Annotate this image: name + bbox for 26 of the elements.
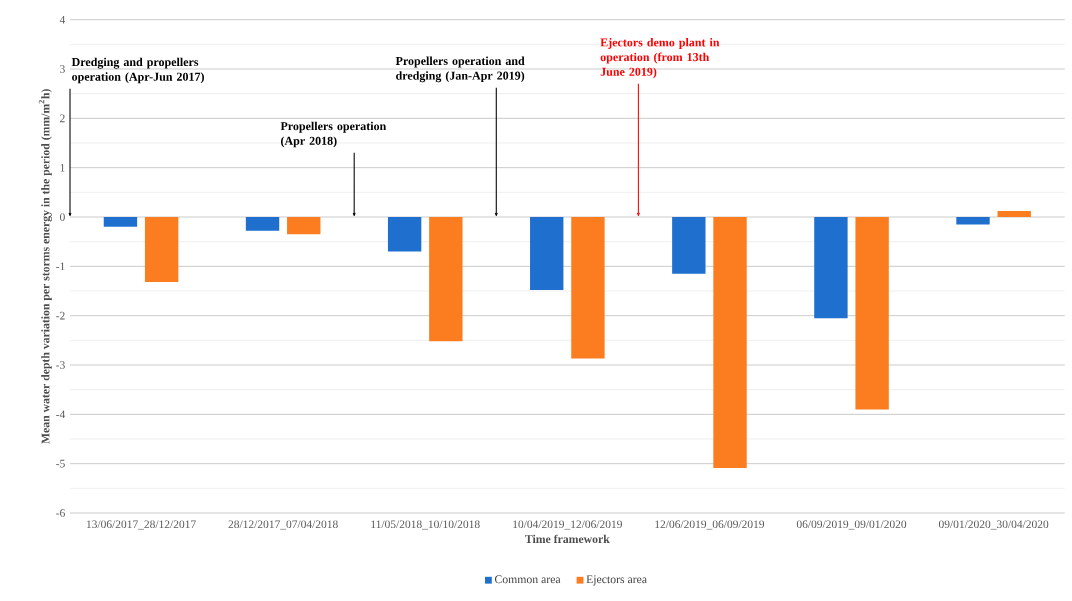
- y-tick-label: -1: [56, 262, 65, 271]
- annotation: Propellers operation and dredging (Jan-Apr 2019): [395, 56, 525, 83]
- x-tick-label: 13/06/2017_28/12/2017: [86, 520, 196, 530]
- y-tick-label: 2: [60, 114, 65, 123]
- y-tick-label: -6: [56, 509, 65, 517]
- annotation: Propellers operation (Apr 2018): [280, 121, 387, 148]
- y-tick-label: -4: [56, 410, 66, 419]
- annotation: Dredging and propellers operation (Apr-Jun 2017): [71, 57, 204, 84]
- legend-label: Ejectors area: [586, 575, 647, 586]
- y-tick-label: 1: [60, 163, 65, 172]
- y-tick-label: 4: [59, 15, 66, 24]
- y-tick-label: 3: [60, 65, 65, 73]
- y-tick-label: -5: [56, 459, 65, 468]
- y-tick-label: -3: [56, 361, 65, 369]
- x-tick-label: 09/01/2020_30/04/2020: [938, 520, 1049, 530]
- x-axis-title: Time framework: [525, 534, 610, 543]
- y-tick-label: -2: [56, 311, 65, 320]
- x-tick-label: 11/05/2018_10/10/2018: [371, 520, 480, 530]
- y-tick-label: 0: [60, 213, 65, 221]
- y-axis-title: Mean water depth variation per storms energy in the period (mm/m$^{2}$h): [38, 89, 52, 444]
- x-tick-label: 28/12/2017_07/04/2018: [228, 520, 338, 530]
- annotation: Ejectors demo plant in operation (from 13th June 2019): [600, 38, 720, 79]
- legend-label: Common area: [494, 575, 561, 584]
- x-tick-label: 06/09/2019_09/01/2020: [796, 520, 907, 530]
- x-tick-label: 12/06/2019_06/09/2019: [655, 520, 765, 530]
- x-tick-label: 10/04/2019_12/06/2019: [513, 520, 622, 530]
